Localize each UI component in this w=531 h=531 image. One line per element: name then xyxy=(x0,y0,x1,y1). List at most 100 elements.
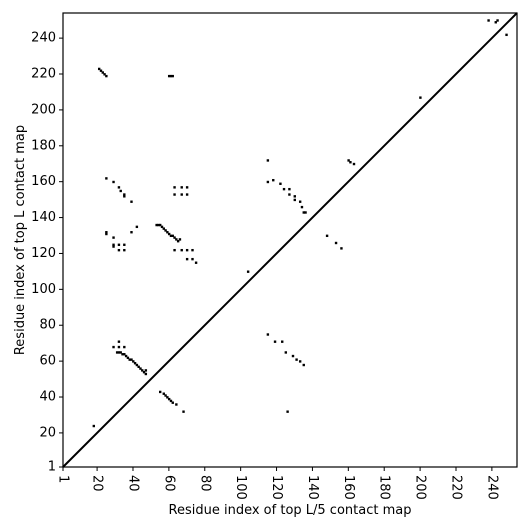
x-tick-label: 140 xyxy=(305,475,320,500)
contact xyxy=(185,186,189,189)
contact xyxy=(185,248,189,252)
contact xyxy=(175,403,178,406)
contact xyxy=(105,177,108,180)
contact xyxy=(487,19,490,22)
contact xyxy=(112,180,115,184)
contact xyxy=(141,369,144,372)
x-tick-label: 200 xyxy=(413,475,428,500)
contact xyxy=(272,178,275,182)
y-axis-label: Residue index of top L contact map xyxy=(13,125,28,355)
contact xyxy=(162,227,165,230)
contact xyxy=(117,248,121,252)
contact xyxy=(135,225,139,229)
y-tick-label: 200 xyxy=(31,102,56,117)
diagonal xyxy=(62,12,518,468)
contact xyxy=(112,345,115,349)
contact xyxy=(173,193,176,196)
contact xyxy=(164,394,167,397)
x-tick-label: 1 xyxy=(56,475,71,483)
contact xyxy=(293,195,296,198)
contact xyxy=(191,248,194,252)
contact xyxy=(169,74,173,78)
contact xyxy=(117,351,121,354)
contact xyxy=(142,370,146,374)
x-tick-label: 120 xyxy=(269,475,284,500)
contact xyxy=(112,243,115,246)
contact xyxy=(123,193,126,196)
x-tick-label: 160 xyxy=(341,475,356,500)
contact xyxy=(349,161,352,164)
contact xyxy=(494,21,497,24)
contact xyxy=(284,351,288,354)
contact xyxy=(101,71,104,74)
contact xyxy=(157,223,160,227)
contact xyxy=(334,241,338,245)
contact xyxy=(112,245,115,248)
contact xyxy=(173,186,176,189)
contact xyxy=(103,73,106,76)
contact xyxy=(180,186,183,189)
contact xyxy=(300,205,304,209)
contact xyxy=(182,410,185,413)
contact xyxy=(105,231,108,234)
contact xyxy=(175,238,178,241)
contact xyxy=(97,67,101,71)
contact xyxy=(159,223,162,227)
contact xyxy=(266,180,270,184)
x-tick-label: 100 xyxy=(233,475,248,500)
contact xyxy=(293,198,296,202)
contact xyxy=(288,193,291,196)
contact xyxy=(164,229,167,232)
x-tick-label: 40 xyxy=(125,475,140,492)
contact xyxy=(115,351,119,354)
contact xyxy=(121,353,124,356)
contact xyxy=(352,162,356,166)
contact xyxy=(123,243,126,246)
contact xyxy=(298,200,302,203)
contact xyxy=(180,248,183,252)
y-tick-label: 160 xyxy=(31,174,56,189)
contact xyxy=(178,238,182,241)
contact xyxy=(112,236,115,239)
contact xyxy=(139,367,142,370)
y-tick-label: 220 xyxy=(31,67,56,82)
contact xyxy=(123,345,126,349)
contact xyxy=(155,223,158,227)
contact xyxy=(266,333,270,336)
contact xyxy=(286,410,289,413)
contact xyxy=(92,424,96,428)
contact xyxy=(130,200,133,203)
contact xyxy=(295,358,298,361)
contact xyxy=(133,362,137,365)
contact xyxy=(160,225,164,229)
contact xyxy=(137,365,140,369)
contact xyxy=(302,211,305,214)
contact xyxy=(194,261,198,264)
contact xyxy=(128,358,131,361)
contact xyxy=(169,234,173,238)
contact xyxy=(304,211,307,214)
contact xyxy=(117,345,121,349)
contact xyxy=(117,243,121,246)
contact xyxy=(105,74,108,78)
x-tick-label: 60 xyxy=(161,475,176,492)
contact xyxy=(176,240,180,243)
contact xyxy=(173,236,176,239)
y-tick-label: 80 xyxy=(39,318,56,333)
contact xyxy=(117,340,121,343)
contact xyxy=(505,33,508,37)
x-tick-label: 20 xyxy=(90,475,105,492)
contact xyxy=(167,397,171,401)
contact xyxy=(173,248,176,252)
contact xyxy=(166,231,169,234)
contact xyxy=(119,189,122,193)
contact xyxy=(340,247,343,250)
contact xyxy=(288,187,291,191)
contact xyxy=(185,257,189,261)
contact xyxy=(167,232,171,236)
contact xyxy=(171,74,174,78)
y-tick-label: 40 xyxy=(39,390,56,405)
y-tick-label: 120 xyxy=(31,246,56,261)
x-tick-label: 80 xyxy=(197,475,212,492)
